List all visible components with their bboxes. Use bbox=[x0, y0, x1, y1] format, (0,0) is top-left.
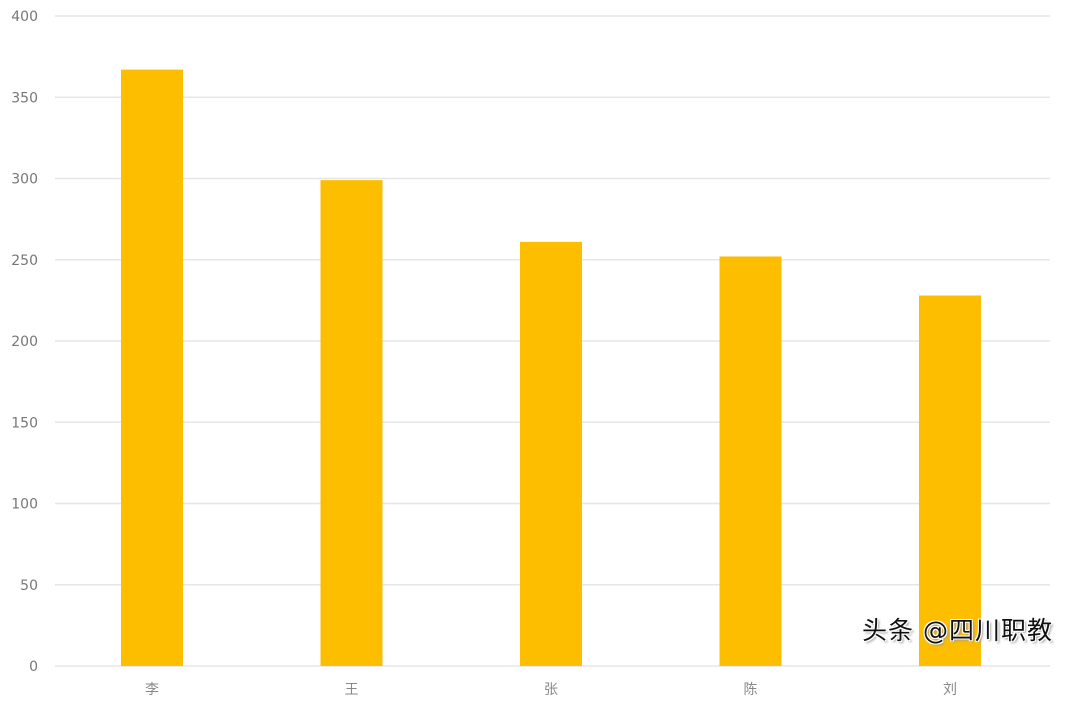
y-tick-label: 300 bbox=[11, 172, 38, 188]
bar bbox=[520, 241, 582, 666]
watermark: 头条 @四川职教 bbox=[862, 616, 1053, 645]
y-tick-label: 200 bbox=[11, 334, 38, 350]
y-tick-label: 400 bbox=[11, 9, 38, 25]
bar bbox=[719, 256, 782, 666]
y-tick-label: 350 bbox=[11, 90, 38, 106]
x-tick-label: 李 bbox=[145, 682, 159, 698]
x-tick-label: 刘 bbox=[943, 682, 957, 698]
x-tick-label: 王 bbox=[345, 682, 359, 698]
bar bbox=[919, 295, 981, 666]
x-tick-label: 张 bbox=[544, 682, 558, 698]
y-tick-label: 150 bbox=[11, 415, 38, 431]
bar bbox=[121, 69, 183, 666]
y-tick-label: 0 bbox=[29, 659, 38, 675]
x-tick-label: 陈 bbox=[744, 681, 758, 698]
y-tick-label: 250 bbox=[11, 253, 38, 269]
bar bbox=[320, 180, 383, 666]
y-tick-label: 100 bbox=[11, 497, 38, 513]
y-tick-label: 50 bbox=[20, 578, 38, 594]
